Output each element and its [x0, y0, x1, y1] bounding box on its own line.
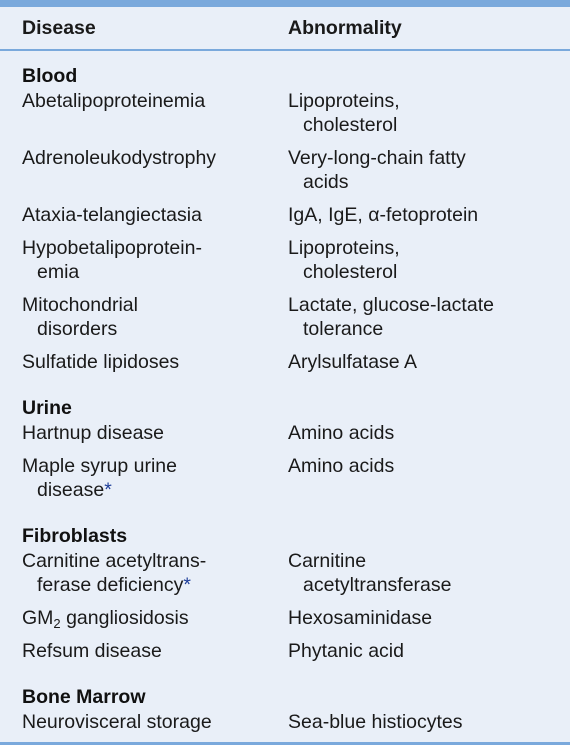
abnormality-cell: Lipoproteins, cholesterol	[288, 89, 570, 137]
header-abnormality: Abnormality	[288, 16, 402, 39]
section-fibroblasts: Fibroblasts Carnitine acetyltrans- feras…	[0, 511, 570, 672]
abnormality-text: Amino acids	[288, 422, 395, 444]
disease-cell: Sulfatide lipidoses	[0, 350, 288, 374]
disease-cell: Mitochondrial disorders	[0, 293, 288, 341]
abnormality-text-cont: acids	[303, 171, 349, 193]
table-row: Neurovisceral storage Sea-blue histiocyt…	[0, 710, 570, 743]
disease-text: Abetalipoproteinemia	[22, 90, 206, 112]
disease-text-cont: disorders	[37, 318, 118, 340]
abnormality-cell: Carnitine acetyltransferase	[288, 549, 570, 597]
abnormality-text: Lactate, glucose-lactate	[288, 294, 494, 316]
abnormality-cell: Very-long-chain fatty acids	[288, 146, 570, 194]
section-title-blood: Blood	[22, 65, 78, 87]
table-row: Sulfatide lipidoses Arylsulfatase A	[0, 350, 570, 383]
disease-cell: Ataxia-telangiectasia	[0, 203, 288, 227]
table-header: Disease Abnormality	[0, 7, 570, 51]
abnormality-text-cont: tolerance	[303, 318, 384, 340]
table-row: GM2 gangliosidosis Hexosaminidase	[0, 606, 570, 639]
top-rule	[0, 0, 570, 7]
disease-text-cont-label: ferase deficiency	[37, 574, 184, 596]
abnormality-cell: Lactate, glucose-lactate tolerance	[288, 293, 570, 341]
abnormality-cell: Arylsulfatase A	[288, 350, 570, 374]
bottom-rule	[0, 742, 570, 745]
disease-cell: Adrenoleukodystrophy	[0, 146, 288, 194]
disease-cell: Abetalipoproteinemia	[0, 89, 288, 137]
header-disease: Disease	[22, 16, 96, 39]
disease-text: Adrenoleukodystrophy	[22, 147, 217, 169]
abnormality-cell: Hexosaminidase	[288, 606, 570, 630]
disease-text: Carnitine acetyltrans-	[22, 550, 207, 572]
disease-text: Hypobetalipoprotein-	[22, 237, 202, 259]
asterisk-marker: *	[104, 479, 112, 501]
abnormality-cell: Amino acids	[288, 421, 570, 445]
disease-text-cont: disease*	[22, 478, 288, 502]
table-row: Carnitine acetyltrans- ferase deficiency…	[0, 549, 570, 606]
table-row: Maple syrup urine disease* Amino acids	[0, 454, 570, 511]
abnormality-cell: Lipoproteins, cholesterol	[288, 236, 570, 284]
table-row: Ataxia-telangiectasia IgA, IgE, α-fetopr…	[0, 203, 570, 236]
abnormality-cell: Sea-blue histiocytes	[288, 710, 570, 734]
table-row: Abetalipoproteinemia Lipoproteins, chole…	[0, 89, 570, 146]
abnormality-text: Lipoproteins,	[288, 90, 400, 112]
disease-cell: Carnitine acetyltrans- ferase deficiency…	[0, 549, 288, 597]
abnormality-text: Phytanic acid	[288, 640, 404, 662]
disease-text-cont: emia	[37, 261, 80, 283]
disease-text: Neurovisceral storage	[22, 711, 212, 733]
abnormality-cell: IgA, IgE, α-fetoprotein	[288, 203, 570, 227]
section-title-bone-marrow: Bone Marrow	[22, 686, 146, 708]
abnormality-text-cont: cholesterol	[303, 261, 398, 283]
abnormality-text: Amino acids	[288, 455, 395, 477]
section-urine: Urine Hartnup disease Amino acids Maple …	[0, 383, 570, 511]
abnormality-cell: Amino acids	[288, 454, 570, 502]
section-bone-marrow: Bone Marrow Neurovisceral storage Sea-bl…	[0, 672, 570, 743]
disease-text: Hartnup disease	[22, 422, 165, 444]
disease-text: Maple syrup urine	[22, 455, 177, 477]
disease-cell: GM2 gangliosidosis	[0, 606, 288, 630]
abnormality-text: IgA, IgE, α-fetoprotein	[288, 204, 479, 226]
disease-cell: Refsum disease	[0, 639, 288, 663]
disease-cell: Maple syrup urine disease*	[0, 454, 288, 502]
abnormality-text: Lipoproteins,	[288, 237, 400, 259]
abnormality-text: Hexosaminidase	[288, 607, 433, 629]
table-row: Hypobetalipoprotein- emia Lipoproteins, …	[0, 236, 570, 293]
abnormality-text-cont: cholesterol	[303, 114, 398, 136]
abnormality-cell: Phytanic acid	[288, 639, 570, 663]
disease-text-cont: ferase deficiency*	[22, 573, 288, 597]
abnormality-text-cont: acetyltransferase	[303, 574, 452, 596]
disease-text: Sulfatide lipidoses	[22, 351, 180, 373]
section-title-fibroblasts: Fibroblasts	[22, 525, 128, 547]
abnormality-text: Very-long-chain fatty	[288, 147, 466, 169]
table-row: Mitochondrial disorders Lactate, glucose…	[0, 293, 570, 350]
disease-gm-subscript: 2	[53, 616, 61, 631]
disease-gm-rest: gangliosidosis	[60, 607, 189, 629]
table-row: Refsum disease Phytanic acid	[0, 639, 570, 672]
disease-cell: Hartnup disease	[0, 421, 288, 445]
asterisk-marker: *	[183, 574, 191, 596]
table-row: Hartnup disease Amino acids	[0, 421, 570, 454]
disease-text-cont-label: disease	[37, 479, 105, 501]
disease-cell: Neurovisceral storage	[0, 710, 288, 734]
abnormality-text: Sea-blue histiocytes	[288, 711, 463, 733]
disease-text: Mitochondrial	[22, 294, 138, 316]
disease-text: Refsum disease	[22, 640, 162, 662]
disease-gm: GM	[22, 607, 54, 629]
table-row: Adrenoleukodystrophy Very-long-chain fat…	[0, 146, 570, 203]
section-title-urine: Urine	[22, 397, 72, 419]
disease-cell: Hypobetalipoprotein- emia	[0, 236, 288, 284]
section-blood: Blood Abetalipoproteinemia Lipoproteins,…	[0, 51, 570, 383]
disease-text: Ataxia-telangiectasia	[22, 204, 202, 226]
abnormality-text: Carnitine	[288, 550, 367, 572]
abnormality-text: Arylsulfatase A	[288, 351, 417, 373]
disease-text: GM2 gangliosidosis	[22, 606, 288, 630]
